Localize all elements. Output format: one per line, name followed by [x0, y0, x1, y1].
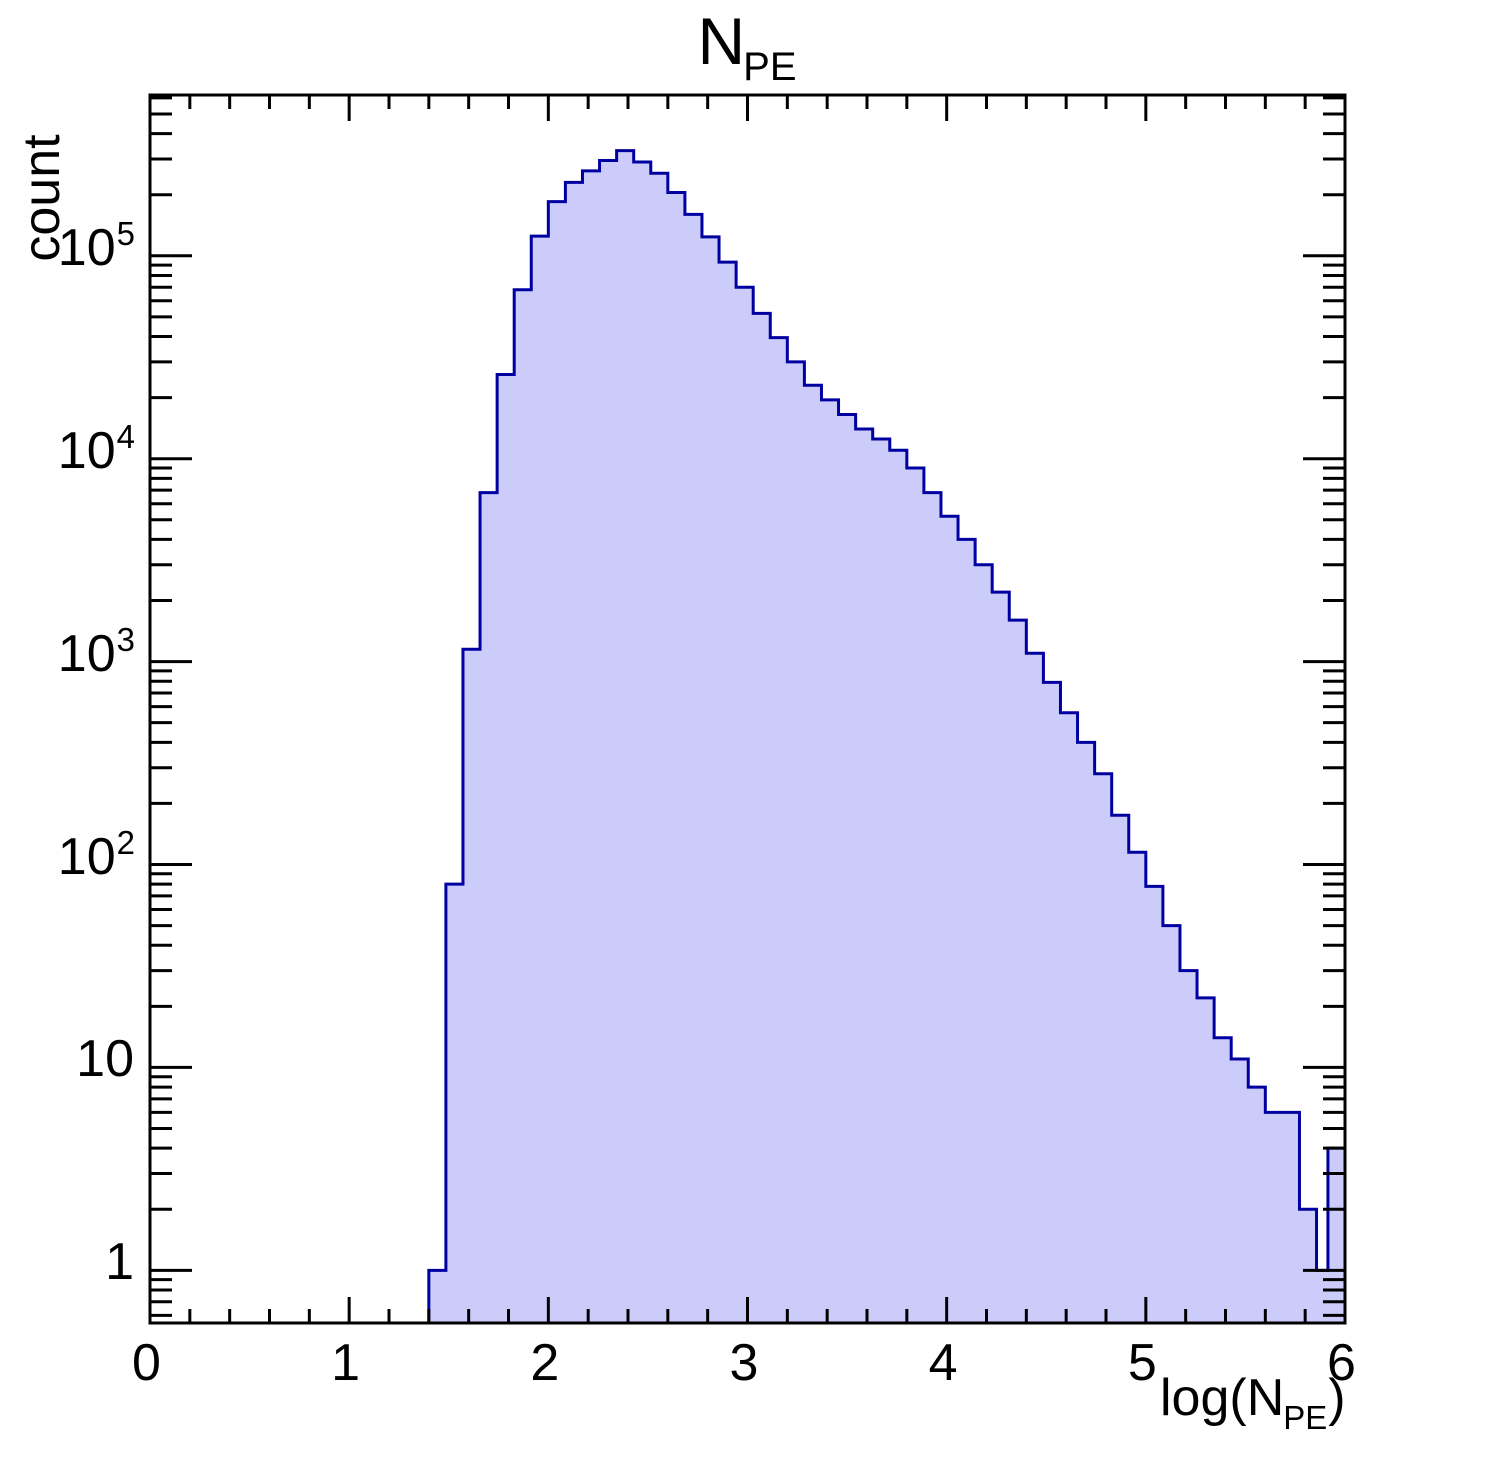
y-tick-exponent: 5 — [116, 214, 135, 252]
histogram-series — [427, 149, 1347, 1323]
x-tick-label: 6 — [1327, 1334, 1356, 1392]
y-tick-mantissa: 1 — [105, 1233, 134, 1292]
y-tick-exponent: 4 — [116, 417, 135, 455]
title-main-text: N — [697, 4, 746, 78]
x-axis-title: log(NPE) — [1160, 1368, 1346, 1436]
y-tick-mantissa: 10 — [57, 624, 116, 683]
x-axis-title-subscript: PE — [1283, 1399, 1328, 1436]
y-tick-mantissa: 10 — [57, 421, 116, 480]
x-tick-label: 2 — [530, 1334, 560, 1392]
x-tick-label: 0 — [132, 1334, 161, 1392]
x-tick-label: 4 — [928, 1334, 958, 1392]
x-axis-title-prefix: log(N — [1160, 1369, 1285, 1427]
y-tick-mantissa: 10 — [76, 1030, 134, 1089]
x-axis-title-suffix: ) — [1328, 1369, 1346, 1427]
x-tick-label: 1 — [331, 1334, 361, 1392]
y-tick-label: 105 — [0, 217, 135, 277]
y-tick-label: 104 — [0, 420, 135, 480]
page-title: NPE — [0, 8, 1496, 87]
title-subscript-text: PE — [743, 45, 797, 89]
y-tick-label: 102 — [0, 826, 135, 886]
axis-ticks — [148, 95, 1347, 1323]
y-tick-exponent: 2 — [116, 823, 135, 861]
y-tick-mantissa: 10 — [57, 218, 116, 277]
x-tick-label: 3 — [729, 1334, 759, 1392]
y-tick-label: 10 — [0, 1033, 134, 1085]
y-tick-exponent: 3 — [116, 620, 135, 658]
plot-frame — [148, 93, 1347, 1325]
x-tick-label: 5 — [1127, 1334, 1157, 1392]
y-tick-mantissa: 10 — [57, 827, 116, 886]
y-tick-label: 103 — [0, 623, 135, 683]
y-tick-label: 1 — [0, 1236, 134, 1288]
